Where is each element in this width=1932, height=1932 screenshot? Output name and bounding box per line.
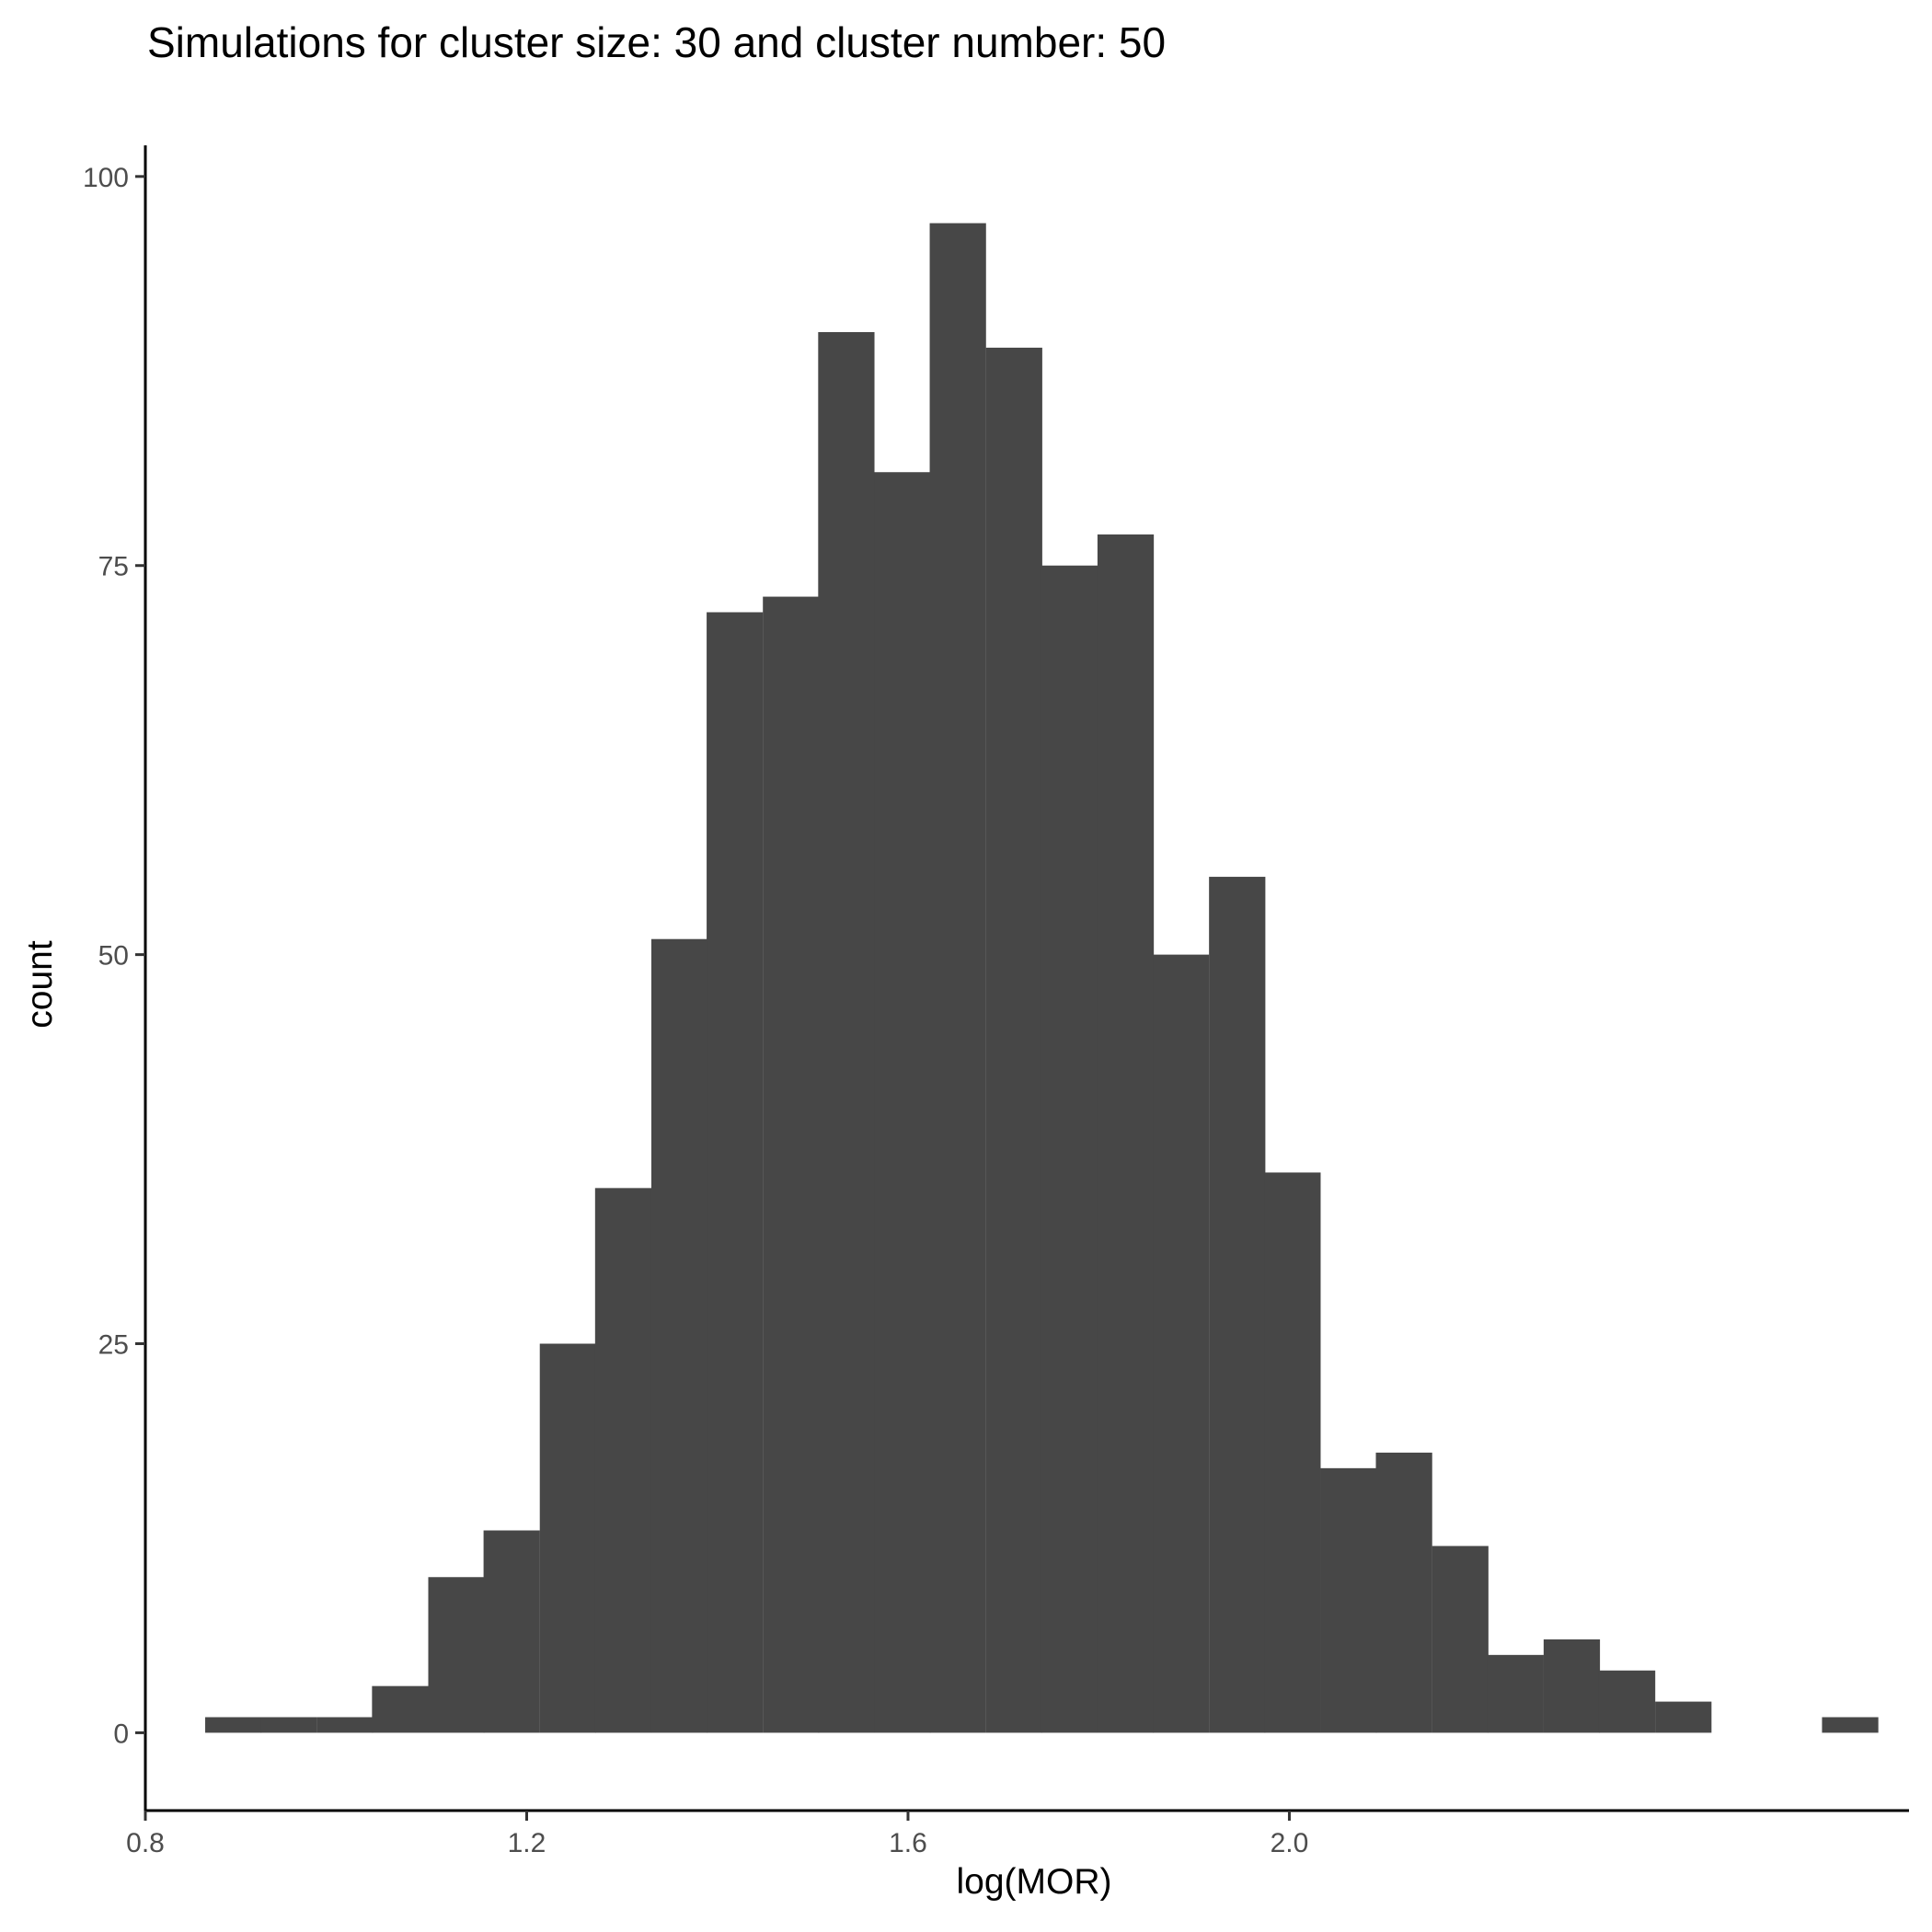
histogram-bar-1 <box>260 1717 317 1733</box>
histogram-bar-5 <box>483 1530 540 1733</box>
y-axis: 0 25 50 75 100 <box>83 145 147 1811</box>
histogram-bar-23 <box>1487 1654 1544 1733</box>
histogram-bar-12 <box>874 472 931 1733</box>
histogram-bar-21 <box>1375 1452 1432 1733</box>
histogram-bar-22 <box>1432 1546 1489 1733</box>
x-axis: 0.8 1.2 1.6 2.0 <box>126 1809 1909 1858</box>
histogram-bar-11 <box>818 331 875 1733</box>
x-tick-label: 1.6 <box>889 1828 927 1858</box>
histogram-bar-16 <box>1097 534 1155 1733</box>
bars-group <box>205 223 1879 1733</box>
y-tick-label: 50 <box>98 941 129 972</box>
histogram-bar-8 <box>650 938 708 1733</box>
x-tick-label: 1.2 <box>508 1828 546 1858</box>
y-tick-label: 25 <box>98 1330 129 1361</box>
histogram-bar-4 <box>428 1577 485 1733</box>
y-axis-title: count <box>20 940 60 1029</box>
histogram-bar-25 <box>1598 1670 1656 1733</box>
histogram-bar-0 <box>205 1717 262 1733</box>
y-tick-label: 0 <box>113 1719 129 1749</box>
y-tick-label: 75 <box>98 552 129 582</box>
histogram-bar-9 <box>707 612 764 1733</box>
x-tick-label: 2.0 <box>1271 1828 1309 1858</box>
histogram-bar-14 <box>985 347 1042 1733</box>
histogram-bar-24 <box>1543 1639 1601 1733</box>
x-axis-title: log(MOR) <box>956 1862 1111 1902</box>
histogram-bar-18 <box>1209 877 1266 1733</box>
histogram-bar-10 <box>763 596 820 1733</box>
histogram-bar-6 <box>539 1343 596 1733</box>
histogram-bar-17 <box>1153 954 1210 1733</box>
histogram-bar-29 <box>1822 1717 1879 1733</box>
histogram-bar-19 <box>1264 1172 1321 1733</box>
histogram-bar-3 <box>372 1685 429 1733</box>
x-tick-label: 0.8 <box>126 1828 165 1858</box>
histogram-bar-7 <box>594 1188 652 1733</box>
chart-title: Simulations for cluster size: 30 and clu… <box>147 18 1166 66</box>
histogram-bar-2 <box>316 1717 374 1733</box>
histogram-bar-15 <box>1041 565 1098 1733</box>
histogram-bar-26 <box>1655 1701 1712 1733</box>
y-tick-label: 100 <box>83 163 129 193</box>
histogram-bar-13 <box>929 223 986 1733</box>
histogram-bar-20 <box>1320 1467 1377 1733</box>
